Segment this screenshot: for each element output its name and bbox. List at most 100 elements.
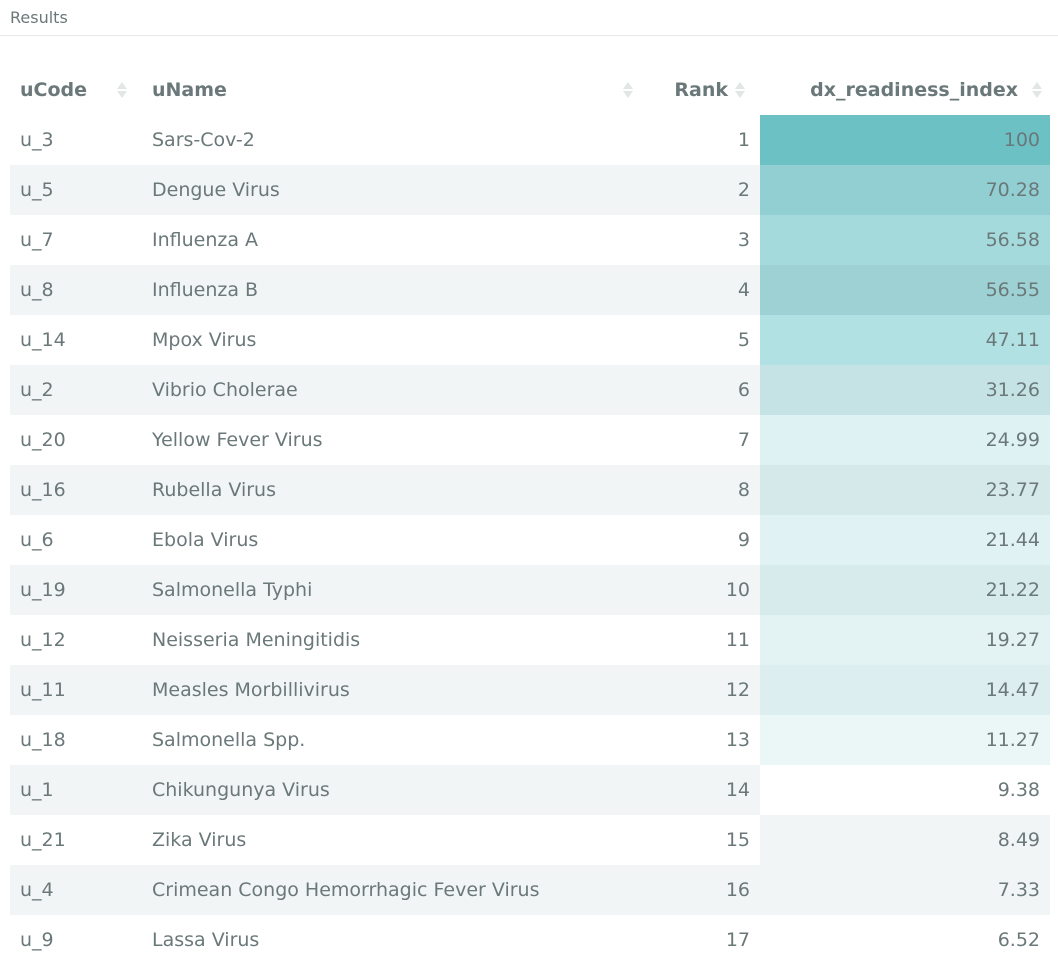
table-row[interactable]: u_2 Vibrio Cholerae 6 31.26 bbox=[10, 365, 1050, 415]
cell-ucode: u_5 bbox=[10, 165, 142, 215]
cell-ucode: u_9 bbox=[10, 915, 142, 965]
column-header-label: Rank bbox=[674, 79, 728, 101]
panel-title: Results bbox=[10, 8, 68, 27]
table-row[interactable]: u_5 Dengue Virus 2 70.28 bbox=[10, 165, 1050, 215]
table-row[interactable]: u_14 Mpox Virus 5 47.11 bbox=[10, 315, 1050, 365]
cell-ucode: u_20 bbox=[10, 415, 142, 465]
table-row[interactable]: u_20 Yellow Fever Virus 7 24.99 bbox=[10, 415, 1050, 465]
table-row[interactable]: u_9 Lassa Virus 17 6.52 bbox=[10, 915, 1050, 965]
cell-uname: Chikungunya Virus bbox=[142, 765, 640, 815]
sort-icon[interactable] bbox=[117, 82, 127, 98]
cell-dx-readiness-index: 21.22 bbox=[760, 565, 1050, 615]
cell-dx-readiness-index: 8.49 bbox=[760, 815, 1050, 865]
cell-uname: Influenza A bbox=[142, 215, 640, 265]
cell-dx-readiness-index: 70.28 bbox=[760, 165, 1050, 215]
cell-rank: 3 bbox=[640, 215, 760, 265]
cell-rank: 9 bbox=[640, 515, 760, 565]
table-row[interactable]: u_7 Influenza A 3 56.58 bbox=[10, 215, 1050, 265]
cell-uname: Mpox Virus bbox=[142, 315, 640, 365]
cell-ucode: u_21 bbox=[10, 815, 142, 865]
cell-uname: Neisseria Meningitidis bbox=[142, 615, 640, 665]
cell-dx-readiness-index: 19.27 bbox=[760, 615, 1050, 665]
cell-rank: 8 bbox=[640, 465, 760, 515]
cell-uname: Zika Virus bbox=[142, 815, 640, 865]
cell-dx-readiness-index: 31.26 bbox=[760, 365, 1050, 415]
cell-uname: Salmonella Typhi bbox=[142, 565, 640, 615]
column-header-ucode[interactable]: uCode bbox=[10, 65, 142, 115]
cell-dx-readiness-index: 100 bbox=[760, 115, 1050, 165]
cell-ucode: u_18 bbox=[10, 715, 142, 765]
cell-ucode: u_3 bbox=[10, 115, 142, 165]
column-header-uname[interactable]: uName bbox=[142, 65, 640, 115]
cell-dx-readiness-index: 9.38 bbox=[760, 765, 1050, 815]
sort-icon[interactable] bbox=[1032, 82, 1042, 98]
cell-rank: 10 bbox=[640, 565, 760, 615]
column-header-label: uCode bbox=[20, 79, 88, 101]
cell-uname: Dengue Virus bbox=[142, 165, 640, 215]
cell-uname: Yellow Fever Virus bbox=[142, 415, 640, 465]
cell-ucode: u_8 bbox=[10, 265, 142, 315]
cell-ucode: u_14 bbox=[10, 315, 142, 365]
cell-uname: Salmonella Spp. bbox=[142, 715, 640, 765]
cell-rank: 6 bbox=[640, 365, 760, 415]
column-header-dx-readiness-index[interactable]: dx_readiness_index bbox=[760, 65, 1050, 115]
cell-rank: 11 bbox=[640, 615, 760, 665]
cell-rank: 13 bbox=[640, 715, 760, 765]
cell-dx-readiness-index: 14.47 bbox=[760, 665, 1050, 715]
table-row[interactable]: u_21 Zika Virus 15 8.49 bbox=[10, 815, 1050, 865]
table-row[interactable]: u_12 Neisseria Meningitidis 11 19.27 bbox=[10, 615, 1050, 665]
cell-uname: Measles Morbillivirus bbox=[142, 665, 640, 715]
table-row[interactable]: u_8 Influenza B 4 56.55 bbox=[10, 265, 1050, 315]
cell-ucode: u_12 bbox=[10, 615, 142, 665]
cell-dx-readiness-index: 56.55 bbox=[760, 265, 1050, 315]
cell-dx-readiness-index: 21.44 bbox=[760, 515, 1050, 565]
sort-icon[interactable] bbox=[623, 82, 633, 98]
cell-ucode: u_16 bbox=[10, 465, 142, 515]
sort-icon[interactable] bbox=[735, 82, 745, 98]
table-row[interactable]: u_19 Salmonella Typhi 10 21.22 bbox=[10, 565, 1050, 615]
cell-rank: 16 bbox=[640, 865, 760, 915]
column-header-label: uName bbox=[152, 79, 227, 101]
cell-rank: 4 bbox=[640, 265, 760, 315]
cell-rank: 2 bbox=[640, 165, 760, 215]
cell-uname: Ebola Virus bbox=[142, 515, 640, 565]
cell-ucode: u_19 bbox=[10, 565, 142, 615]
cell-uname: Sars-Cov-2 bbox=[142, 115, 640, 165]
cell-ucode: u_4 bbox=[10, 865, 142, 915]
column-header-rank[interactable]: Rank bbox=[640, 65, 760, 115]
table-row[interactable]: u_18 Salmonella Spp. 13 11.27 bbox=[10, 715, 1050, 765]
cell-ucode: u_7 bbox=[10, 215, 142, 265]
cell-ucode: u_11 bbox=[10, 665, 142, 715]
cell-uname: Rubella Virus bbox=[142, 465, 640, 515]
cell-dx-readiness-index: 7.33 bbox=[760, 865, 1050, 915]
cell-dx-readiness-index: 56.58 bbox=[760, 215, 1050, 265]
cell-ucode: u_2 bbox=[10, 365, 142, 415]
cell-uname: Crimean Congo Hemorrhagic Fever Virus bbox=[142, 865, 640, 915]
table-body: u_3 Sars-Cov-2 1 100 u_5 Dengue Virus 2 70.28 u_… bbox=[10, 115, 1050, 965]
table-row[interactable]: u_11 Measles Morbillivirus 12 14.47 bbox=[10, 665, 1050, 715]
cell-uname: Lassa Virus bbox=[142, 915, 640, 965]
cell-rank: 7 bbox=[640, 415, 760, 465]
table-row[interactable]: u_16 Rubella Virus 8 23.77 bbox=[10, 465, 1050, 515]
cell-rank: 1 bbox=[640, 115, 760, 165]
results-table: uCode uName Rank dx_readiness_index u_3 S… bbox=[10, 65, 1050, 965]
cell-ucode: u_6 bbox=[10, 515, 142, 565]
cell-rank: 14 bbox=[640, 765, 760, 815]
cell-dx-readiness-index: 23.77 bbox=[760, 465, 1050, 515]
cell-dx-readiness-index: 6.52 bbox=[760, 915, 1050, 965]
results-panel-header: Results bbox=[0, 0, 1058, 36]
column-header-label: dx_readiness_index bbox=[810, 79, 1018, 101]
cell-ucode: u_1 bbox=[10, 765, 142, 815]
table-row[interactable]: u_3 Sars-Cov-2 1 100 bbox=[10, 115, 1050, 165]
cell-dx-readiness-index: 47.11 bbox=[760, 315, 1050, 365]
table-row[interactable]: u_1 Chikungunya Virus 14 9.38 bbox=[10, 765, 1050, 815]
cell-rank: 12 bbox=[640, 665, 760, 715]
cell-dx-readiness-index: 11.27 bbox=[760, 715, 1050, 765]
cell-rank: 17 bbox=[640, 915, 760, 965]
cell-uname: Influenza B bbox=[142, 265, 640, 315]
cell-rank: 15 bbox=[640, 815, 760, 865]
table-row[interactable]: u_4 Crimean Congo Hemorrhagic Fever Virus… bbox=[10, 865, 1050, 915]
table-row[interactable]: u_6 Ebola Virus 9 21.44 bbox=[10, 515, 1050, 565]
cell-uname: Vibrio Cholerae bbox=[142, 365, 640, 415]
cell-rank: 5 bbox=[640, 315, 760, 365]
